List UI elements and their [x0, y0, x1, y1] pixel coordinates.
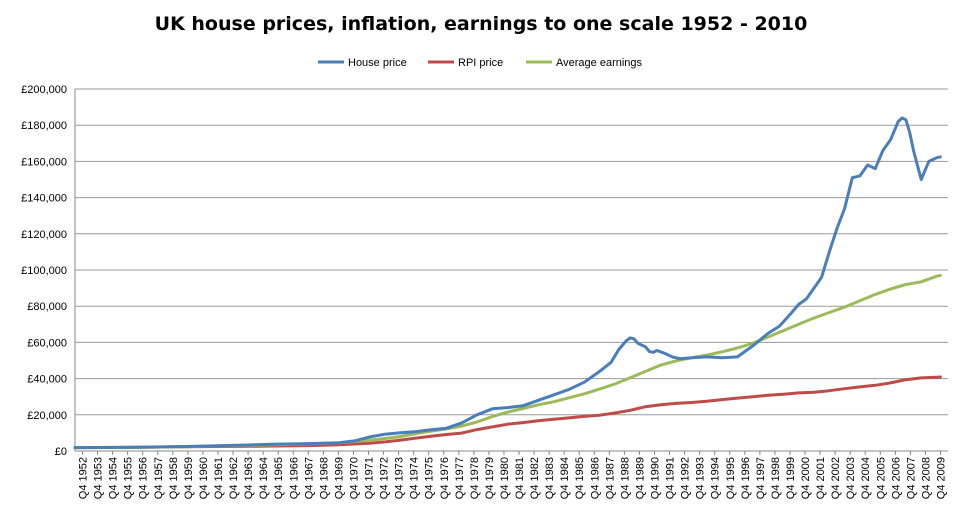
x-tick-label: Q4 1992: [680, 457, 692, 499]
x-tick-label: Q4 1965: [273, 457, 285, 499]
x-tick-label: Q4 1970: [349, 457, 361, 499]
series-line-house-price: [73, 116, 942, 450]
x-tick-label: Q4 2008: [920, 457, 932, 499]
x-tick-label: Q4 2009: [936, 457, 948, 499]
x-tick-label: Q4 1981: [514, 457, 526, 499]
x-tick-label: Q4 1983: [544, 457, 556, 499]
chart-title: UK house prices, inflation, earnings to …: [155, 13, 808, 35]
x-tick-label: Q4 1997: [755, 457, 767, 499]
x-tick-label: Q4 1968: [318, 457, 330, 499]
x-tick-label: Q4 1975: [424, 457, 436, 499]
x-tick-label: Q4 1955: [123, 457, 135, 499]
x-tick-label: Q4 1973: [394, 457, 406, 499]
legend-label: RPI price: [458, 57, 503, 69]
x-tick-label: Q4 1991: [665, 457, 677, 499]
legend-item: RPI price: [428, 57, 503, 69]
x-tick-label: Q4 1993: [695, 457, 707, 499]
x-tick-label: Q4 1961: [213, 457, 225, 499]
x-tick-label: Q4 1972: [379, 457, 391, 499]
x-tick-label: Q4 1986: [589, 457, 601, 499]
x-tick-label: Q4 1980: [499, 457, 511, 499]
x-tick-label: Q4 2005: [875, 457, 887, 499]
x-tick-label: Q4 1994: [710, 457, 722, 499]
x-tick-label: Q4 1953: [93, 457, 105, 499]
x-tick-label: Q4 1956: [138, 457, 150, 499]
x-tick-label: Q4 1960: [198, 457, 210, 499]
x-tick-label: Q4 1985: [574, 457, 586, 499]
x-tick-label: Q4 2001: [815, 457, 827, 499]
x-tick-label: Q4 1998: [770, 457, 782, 499]
series-line-rpi-price: [73, 375, 942, 450]
y-axis: £0 £20,000 £40,000 £60,000 £80,000 £100,000 £1…: [21, 84, 948, 458]
x-tick-label: Q4 1958: [168, 457, 180, 499]
legend-label: Average earnings: [556, 57, 643, 69]
legend-item: Average earnings: [526, 57, 643, 69]
x-tick-label: Q4 1974: [409, 457, 421, 499]
x-tick-label: Q4 2006: [890, 457, 902, 499]
x-tick-label: Q4 1978: [469, 457, 481, 499]
y-tick-label: £0: [55, 446, 67, 458]
series-line-average-earnings: [73, 273, 942, 450]
x-tick-label: Q4 1977: [454, 457, 466, 499]
y-tick-label: £120,000: [21, 229, 67, 241]
x-tick-label: Q4 2007: [905, 457, 917, 499]
series-lines: [73, 116, 942, 450]
x-tick-label: Q4 1982: [529, 457, 541, 499]
x-tick-label: Q4 1963: [243, 457, 255, 499]
x-tick-label: Q4 1988: [619, 457, 631, 499]
x-tick-label: Q4 1957: [153, 457, 165, 499]
x-tick-label: Q4 1952: [78, 457, 90, 499]
x-tick-label: Q4 2000: [800, 457, 812, 499]
y-tick-label: £40,000: [27, 374, 67, 386]
y-tick-label: £140,000: [21, 193, 67, 205]
x-tick-label: Q4 1976: [439, 457, 451, 499]
x-tick-label: Q4 1999: [785, 457, 797, 499]
x-tick-label: Q4 1954: [108, 457, 120, 499]
x-axis: Q4 1952 Q4 1953 Q4 1954 Q4 1955 Q4 1956 Q4 19…: [78, 451, 948, 499]
x-tick-label: Q4 1962: [228, 457, 240, 499]
legend: House price RPI price Average earnings: [318, 57, 643, 69]
y-tick-label: £180,000: [21, 120, 67, 132]
gridlines: [75, 88, 948, 416]
x-tick-label: Q4 1971: [364, 457, 376, 499]
x-tick-label: Q4 1989: [634, 457, 646, 499]
x-tick-label: Q4 1987: [604, 457, 616, 499]
x-tick-label: Q4 1964: [258, 457, 270, 499]
x-tick-label: Q4 1966: [288, 457, 300, 499]
y-tick-label: £160,000: [21, 156, 67, 168]
x-tick-label: Q4 1984: [559, 457, 571, 499]
x-tick-label: Q4 1969: [333, 457, 345, 499]
y-tick-label: £20,000: [27, 410, 67, 422]
y-tick-label: £80,000: [27, 301, 67, 313]
x-tick-label: Q4 1979: [484, 457, 496, 499]
y-tick-label: £200,000: [21, 84, 67, 96]
x-tick-label: Q4 2003: [845, 457, 857, 499]
y-tick-label: £100,000: [21, 265, 67, 277]
x-tick-label: Q4 1990: [650, 457, 662, 499]
x-tick-label: Q4 1959: [183, 457, 195, 499]
x-tick-label: Q4 2004: [860, 457, 872, 499]
y-tick-label: £60,000: [27, 337, 67, 349]
legend-item: House price: [318, 57, 407, 69]
legend-label: House price: [348, 57, 407, 69]
x-tick-label: Q4 1995: [725, 457, 737, 499]
x-tick-label: Q4 1967: [303, 457, 315, 499]
x-tick-label: Q4 1996: [740, 457, 752, 499]
x-tick-label: Q4 2002: [830, 457, 842, 499]
